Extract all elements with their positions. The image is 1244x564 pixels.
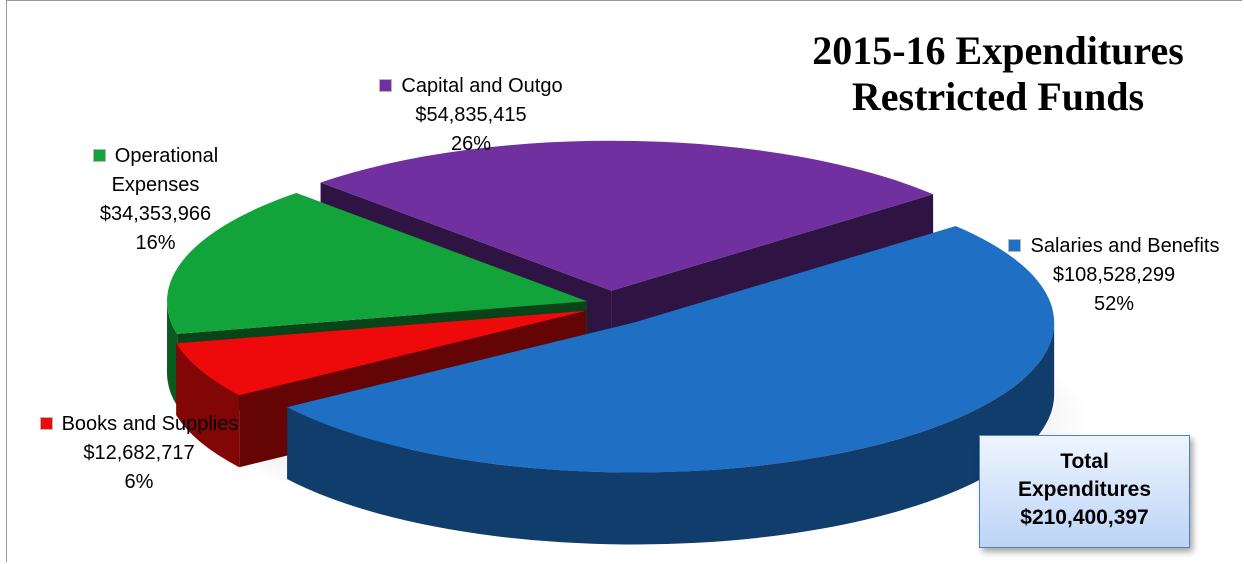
slice-name-salaries: Salaries and Benefits xyxy=(1030,235,1220,257)
slice-percent-capital: 26% xyxy=(450,133,492,155)
slice-percent-books: 6% xyxy=(124,471,154,493)
slice-label-capital: Capital and Outgo $54,835,415 26% xyxy=(366,72,576,159)
slice-label-books: Books and Supplies $12,682,717 6% xyxy=(14,410,264,497)
pie-slice-salaries-top xyxy=(287,226,1055,473)
legend-marker-salaries xyxy=(1008,239,1022,252)
pie-slice-salaries xyxy=(287,226,1055,545)
chart-title-line-2: Restricted Funds xyxy=(851,74,1145,119)
total-expenditures-box: Total Expenditures $210,400,397 xyxy=(979,435,1190,548)
slice-label-operational: Operational Expenses $34,353,966 16% xyxy=(48,142,263,258)
pie-slice-books-top xyxy=(176,310,587,396)
slice-value-salaries: $108,528,299 xyxy=(1052,264,1176,286)
slice-value-books: $12,682,717 xyxy=(83,442,195,464)
pie-slice-operational-side-1 xyxy=(167,301,178,406)
slice-percent-salaries: 52% xyxy=(1093,293,1135,315)
slice-name-capital: Capital and Outgo xyxy=(401,75,563,97)
slice-percent-operational: 16% xyxy=(135,232,176,254)
slice-value-capital: $54,835,415 xyxy=(415,104,527,126)
slice-name-books: Books and Supplies xyxy=(61,413,239,435)
pie-slice-operational-top xyxy=(167,192,588,334)
legend-marker-operational xyxy=(92,149,106,162)
slice-name-operational-2: Expenses xyxy=(111,174,200,196)
total-value: $210,400,397 xyxy=(1020,506,1149,529)
legend-marker-capital xyxy=(379,79,393,92)
total-label-1: Total xyxy=(1060,450,1109,473)
total-label-2: Expenditures xyxy=(1017,478,1152,501)
chart-title: 2015-16 Expenditures Restricted Funds xyxy=(778,28,1218,120)
pie-slice-capital-top xyxy=(320,140,934,291)
legend-marker-books xyxy=(39,417,53,430)
chart-title-line-1: 2015-16 Expenditures xyxy=(812,28,1184,73)
slice-label-salaries: Salaries and Benefits $108,528,299 52% xyxy=(980,232,1244,319)
pie-slice-books-side-1 xyxy=(176,343,240,468)
slice-value-operational: $34,353,966 xyxy=(99,203,212,225)
slice-name-operational-1: Operational xyxy=(114,145,219,167)
chart-frame xyxy=(6,0,1242,562)
pie-slice-salaries-side-1 xyxy=(287,322,1055,545)
